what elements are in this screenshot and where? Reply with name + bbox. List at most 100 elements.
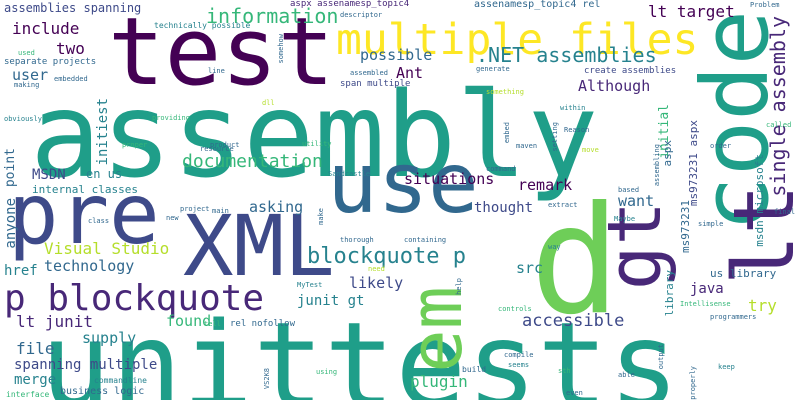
word-able: able (618, 371, 635, 379)
word-containing: containing (404, 236, 447, 244)
word-setting: setting (551, 122, 559, 152)
word-use: use (327, 134, 479, 232)
word-junit-gt: junit gt (297, 293, 365, 309)
word-gt: gt (592, 201, 678, 291)
word-ms973231-aspx: ms973231 aspx (687, 120, 700, 207)
word-assenamesp-rel: assenamesp_topic4 rel (474, 0, 601, 10)
word-separate-projects: separate projects (4, 57, 97, 67)
word-compile: compile (504, 351, 534, 359)
word-vs2k8: VS2K8 (263, 368, 271, 390)
word-main: main (212, 207, 229, 215)
word-somehow: somehow (277, 34, 285, 64)
word-intellisense: Intellisense (680, 300, 731, 308)
word-plugin: plugin (410, 372, 468, 391)
word-us-library: us library (710, 267, 777, 280)
word-include: include (12, 19, 80, 38)
word-assemblies-spanning: assemblies spanning (4, 1, 142, 15)
word-called: called (766, 121, 792, 129)
word-build: build (462, 365, 487, 374)
word-reason: Reason (564, 126, 590, 134)
word-documentation: documentation (182, 151, 323, 172)
word-rel-nofollow: rel nofollow (230, 319, 296, 329)
word-user: user (12, 66, 49, 84)
word-href: href (4, 263, 38, 279)
word-ms973231-vertical: ms973231 (679, 200, 692, 253)
word-line: line (208, 67, 225, 75)
word-net-assemblies: .NET assemblies (476, 43, 657, 67)
word-properly: properly (689, 366, 697, 400)
word-anyone: anyone (3, 198, 19, 249)
word-two: two (56, 39, 85, 58)
word-technology: technology (44, 257, 135, 275)
word-lt-junit: lt junit (16, 312, 94, 331)
word-descriptor: descriptor (340, 11, 383, 19)
word-controls: controls (498, 305, 532, 313)
word-spanning-multiple: spanning multiple (14, 357, 158, 373)
word-unittests: unittests (40, 296, 680, 400)
word-en-us: en us (86, 167, 123, 181)
word-src: src (516, 259, 544, 277)
word-tell: tell (204, 320, 221, 328)
word-assembly: assembly (30, 66, 599, 204)
word-supply: supply (82, 329, 137, 347)
word-create-assemblies: create assemblies (584, 66, 677, 76)
word-aspx-vertical: aspx (661, 140, 674, 167)
word-thought: thought (474, 200, 534, 216)
word-sandcastle: Sandcastle (328, 170, 371, 178)
word-command: command (486, 165, 516, 173)
word-using: using (316, 368, 338, 376)
word-embedded: embedded (54, 75, 88, 83)
word-msdn: MSDN (32, 167, 66, 183)
word-p-blockquote: p blockquote (4, 278, 265, 319)
word-problem: Problem (750, 1, 780, 9)
word-found: found (166, 312, 212, 330)
word-move: move (582, 146, 599, 154)
word-output: output (657, 344, 665, 370)
word-assembling: assembling (653, 144, 661, 187)
word-commandline: commandline (94, 376, 147, 385)
word-internal-classes: internal classes (32, 183, 138, 196)
word-test: test (108, 0, 335, 107)
word-help: help (455, 278, 463, 295)
word-something: something (486, 88, 524, 96)
word-resource: resource (200, 145, 234, 153)
word-blockquote-p: blockquote p (307, 244, 466, 269)
word-embed: embed (503, 122, 511, 144)
word-product: product (210, 141, 240, 149)
word-maybe: Maybe (614, 215, 636, 223)
word-situations: situations (404, 170, 495, 188)
word-used: used (18, 49, 35, 57)
word-providing: providing (152, 114, 190, 122)
word-simple: simple (698, 220, 724, 228)
word-interface: interface (6, 390, 50, 399)
word-asking: asking (249, 198, 304, 216)
word-pre: pre (8, 165, 160, 263)
word-likely: likely (349, 274, 404, 292)
word-generate: generate (476, 65, 510, 73)
word-msdn-microsoft: msdn microsoft (753, 154, 766, 247)
word-make: make (317, 208, 325, 225)
word-accessible: accessible (522, 311, 625, 331)
word-order: order (710, 142, 732, 150)
word-dll: dll (262, 99, 275, 107)
word-based: based (618, 186, 640, 194)
word-extract: extract (548, 201, 578, 209)
word-assembled: assembled (350, 69, 388, 77)
word-way: way (548, 243, 561, 251)
word-making: making (14, 81, 40, 89)
word-xml: XML (183, 197, 335, 295)
word-business-logic: business logic (60, 386, 145, 397)
word-visual-studio: Visual Studio (44, 239, 170, 258)
word-project: project (180, 205, 210, 213)
word-utility: utility (302, 140, 332, 148)
word-keep: keep (718, 363, 735, 371)
word-even: even (566, 389, 583, 397)
word-obviously: obviously (4, 115, 42, 123)
word-programmers: programmers (710, 313, 757, 321)
word-aspx-assenamesp: aspx assenamesp_topic4 (290, 0, 410, 9)
word-mytest: MyTest (297, 281, 323, 289)
word-new: new (166, 214, 179, 222)
word-information: information (206, 4, 339, 28)
word-maven: maven (516, 142, 538, 150)
